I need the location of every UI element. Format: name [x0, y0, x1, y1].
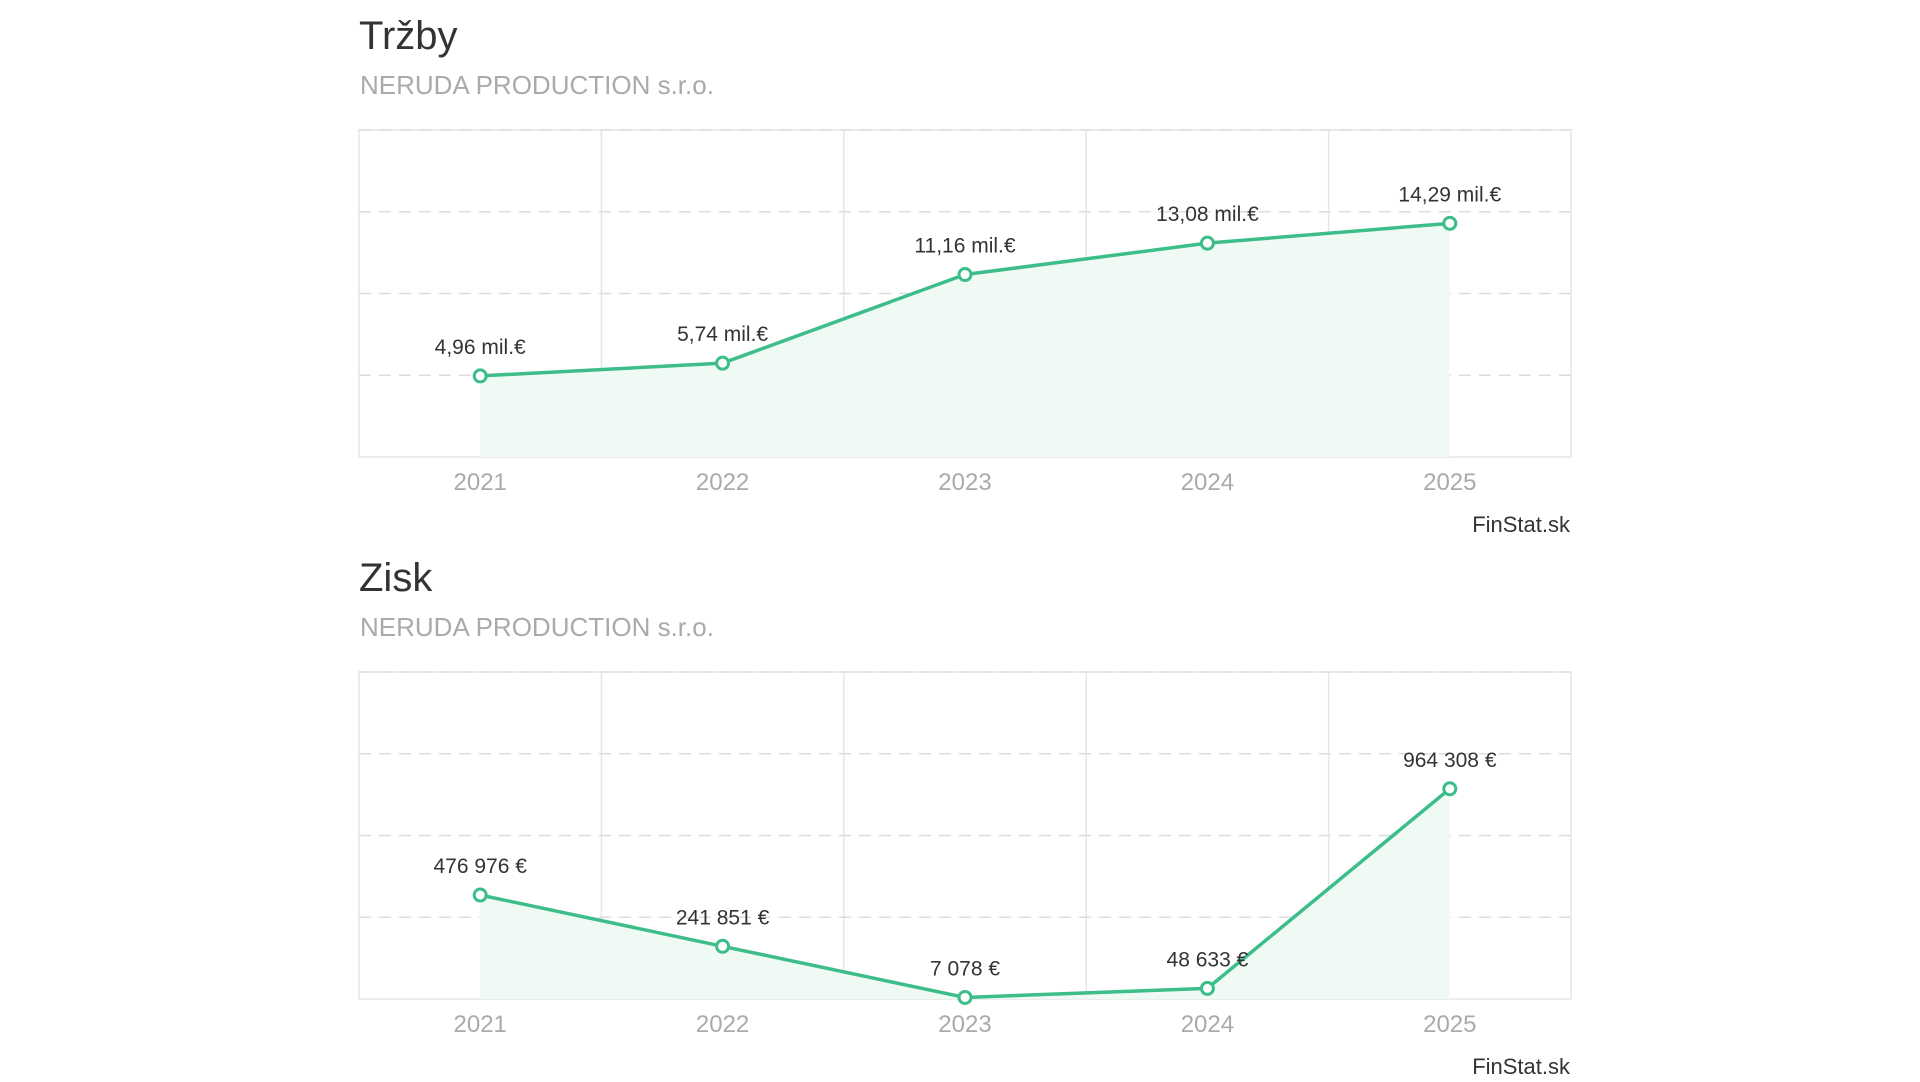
data-label: 5,74 mil.€	[677, 323, 768, 346]
data-label: 14,29 mil.€	[1398, 183, 1501, 206]
chart-title: Tržby	[359, 14, 458, 58]
data-point	[1199, 980, 1215, 996]
credit-link[interactable]: FinStat.sk	[1472, 512, 1570, 537]
data-point	[1199, 235, 1215, 251]
data-label: 7 078 €	[930, 957, 1000, 980]
data-label: 476 976 €	[433, 855, 527, 878]
data-point	[957, 989, 973, 1005]
x-tick-label: 2025	[1423, 1011, 1476, 1038]
data-point	[1442, 781, 1458, 797]
data-label: 48 633 €	[1167, 948, 1249, 971]
data-point	[472, 887, 488, 903]
chart-subtitle: NERUDA PRODUCTION s.r.o.	[360, 70, 714, 100]
data-label: 13,08 mil.€	[1156, 203, 1259, 226]
x-tick-label: 2024	[1181, 1011, 1234, 1038]
data-point	[957, 267, 973, 283]
data-point	[715, 938, 731, 954]
x-tick-label: 2023	[938, 1011, 991, 1038]
x-tick-label: 2023	[938, 469, 991, 496]
x-tick-label: 2024	[1181, 469, 1234, 496]
data-label: 4,96 mil.€	[435, 336, 526, 359]
chart-subtitle: NERUDA PRODUCTION s.r.o.	[360, 612, 714, 642]
x-tick-label: 2022	[696, 1011, 749, 1038]
data-point	[1442, 215, 1458, 231]
profit-plot: 476 976 € 241 851 € 7 078 € 48 633 € 964 308…	[358, 671, 1572, 1038]
data-point	[715, 355, 731, 371]
series-area	[480, 223, 1450, 457]
x-tick-label: 2021	[454, 469, 507, 496]
data-label: 241 851 €	[676, 906, 770, 929]
data-point	[472, 368, 488, 384]
revenue-plot: 4,96 mil.€ 5,74 mil.€ 11,16 mil.€ 13,08 mil…	[358, 129, 1572, 496]
data-label: 964 308 €	[1403, 749, 1497, 772]
x-tick-label: 2025	[1423, 469, 1476, 496]
x-tick-label: 2022	[696, 469, 749, 496]
credit-link[interactable]: FinStat.sk	[1472, 1054, 1570, 1079]
data-label: 11,16 mil.€	[914, 235, 1015, 258]
chart-title: Zisk	[359, 556, 433, 600]
x-tick-label: 2021	[454, 1011, 507, 1038]
